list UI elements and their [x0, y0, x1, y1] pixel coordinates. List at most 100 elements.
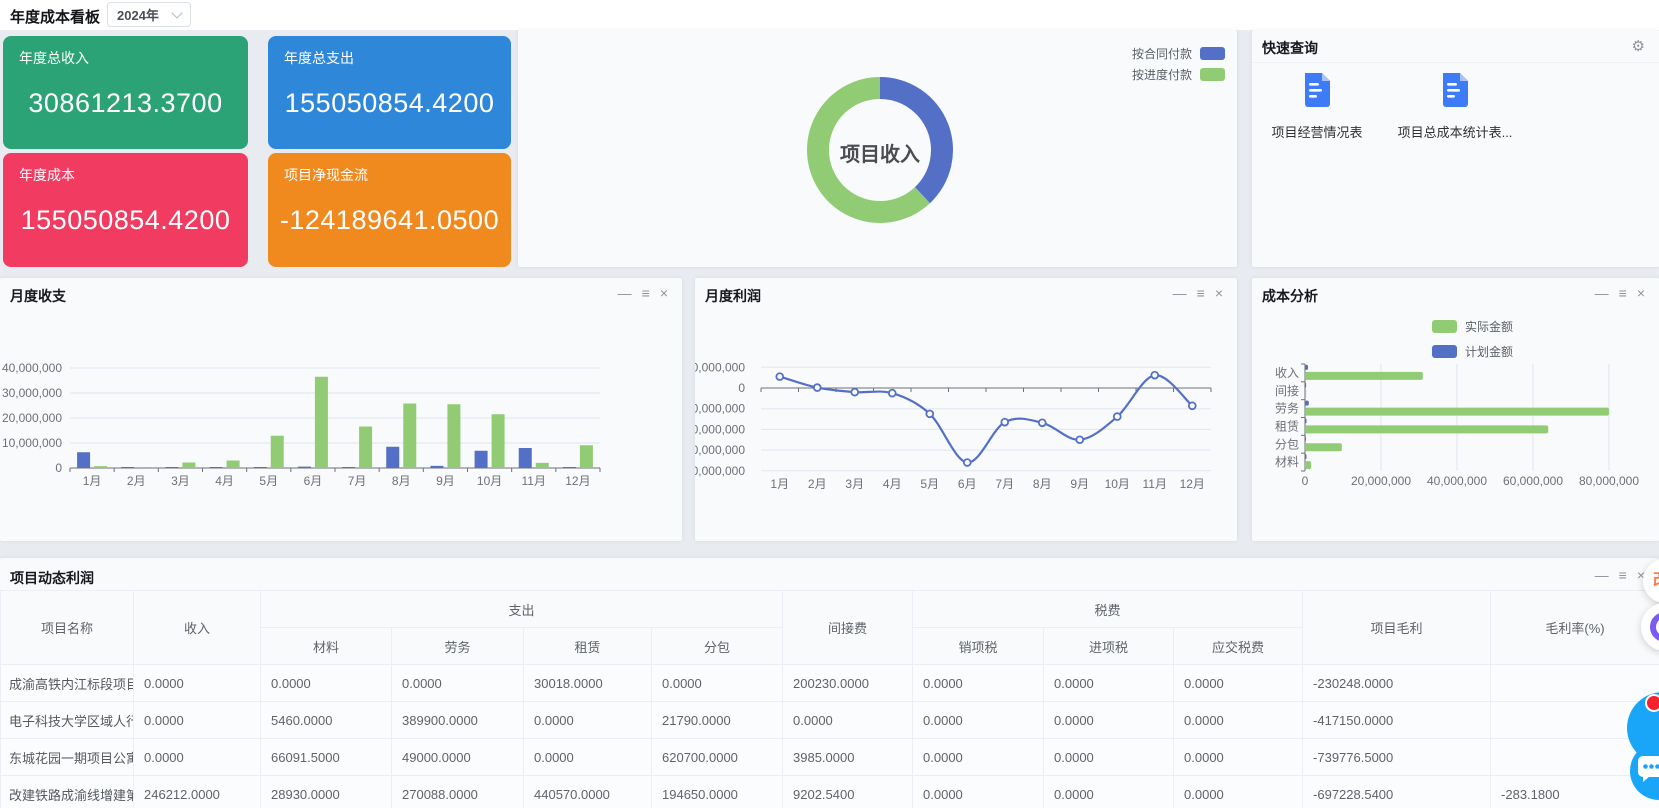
close-icon[interactable]: × [1636, 285, 1645, 301]
bar[interactable] [491, 414, 505, 468]
svg-text:12月: 12月 [565, 474, 590, 488]
income-donut-chart[interactable] [518, 30, 1237, 267]
table-cell: 200230.0000 [782, 664, 914, 702]
bar[interactable] [359, 426, 373, 469]
bar[interactable] [1305, 389, 1307, 398]
monthly-balance-chart[interactable]: 0 10,000,000 20,000,000 30,000,000 40,000,00… [0, 308, 682, 541]
legend-item[interactable]: 按进度付款 [1132, 64, 1225, 85]
quick-query-item-label: 项目经营情况表 [1271, 125, 1363, 140]
data-point[interactable] [1150, 370, 1160, 380]
bar[interactable] [1305, 364, 1309, 370]
bar[interactable] [342, 467, 356, 468]
menu-icon[interactable]: ≡ [1618, 285, 1627, 301]
column-header: 税费 [912, 590, 1304, 628]
legend-item[interactable]: 计划金额 [1432, 339, 1513, 364]
gear-icon[interactable]: ⚙ [1631, 38, 1645, 55]
table-cell: 0.0000 [912, 664, 1045, 702]
bar[interactable] [314, 376, 328, 468]
table-cell: 0.0000 [1173, 701, 1304, 739]
bar[interactable] [226, 460, 240, 469]
svg-text:4月: 4月 [883, 477, 902, 491]
minimize-icon[interactable]: — [1594, 567, 1609, 583]
table-row[interactable]: 电子科技大学区域人行 0.0000 5460.0000 389900.0000 0.00… [0, 701, 1659, 739]
column-header: 项目毛利 [1302, 590, 1492, 665]
kpi-label: 年度总收入 [19, 50, 89, 66]
bar[interactable] [1305, 461, 1312, 470]
panel-controls: — ≡ × [1595, 567, 1645, 583]
donut-slice[interactable] [880, 77, 953, 204]
bar[interactable] [1305, 371, 1423, 380]
column-subheader: 劳务 [391, 627, 524, 665]
legend-swatch [1200, 68, 1225, 81]
close-icon[interactable]: × [1636, 567, 1645, 583]
bar[interactable] [1305, 436, 1306, 442]
minimize-icon[interactable]: — [617, 285, 632, 301]
chat-bubble-icon [1638, 756, 1659, 782]
bar[interactable] [94, 466, 108, 468]
kpi-label: 年度成本 [19, 167, 75, 183]
bar[interactable] [535, 462, 549, 468]
menu-icon[interactable]: ≡ [641, 285, 650, 301]
bar[interactable] [182, 462, 196, 469]
bar[interactable] [1305, 382, 1307, 388]
bar[interactable] [1305, 454, 1307, 460]
monthly-profit-chart[interactable]: 10,000,000 0 -10,000,000 -20,000,000 -30,000… [695, 308, 1237, 541]
close-icon[interactable]: × [659, 285, 668, 301]
data-point[interactable] [962, 458, 972, 467]
bar[interactable] [77, 452, 91, 468]
data-point[interactable] [1037, 418, 1047, 428]
floating-badge[interactable]: 改 [1643, 559, 1659, 603]
legend-label: 实际金额 [1465, 320, 1514, 334]
table-cell: 0.0000 [650, 664, 784, 702]
bar[interactable] [1305, 407, 1609, 416]
bar[interactable] [403, 403, 417, 469]
minimize-icon[interactable]: — [1172, 285, 1187, 301]
close-icon[interactable]: × [1214, 285, 1223, 301]
data-point[interactable] [925, 409, 935, 419]
floating-logo[interactable] [1641, 603, 1659, 651]
table-cell: 东城花园一期项目公寓 [0, 738, 134, 776]
bar[interactable] [209, 467, 223, 468]
legend-item[interactable]: 按合同付款 [1132, 43, 1225, 64]
bar[interactable] [1305, 400, 1309, 406]
bar[interactable] [386, 446, 400, 468]
bar[interactable] [297, 466, 311, 468]
bar[interactable] [447, 404, 461, 468]
data-point[interactable] [1112, 412, 1122, 421]
data-point[interactable] [1075, 435, 1085, 445]
bar[interactable] [579, 445, 593, 468]
data-point[interactable] [1187, 401, 1197, 411]
data-point[interactable] [850, 387, 860, 397]
minimize-icon[interactable]: — [1594, 285, 1609, 301]
bar[interactable] [121, 467, 135, 468]
bar[interactable] [518, 448, 532, 468]
bar[interactable] [562, 467, 576, 468]
data-point[interactable] [1000, 417, 1010, 427]
bar[interactable] [270, 435, 284, 468]
table-row[interactable]: 改建铁路成渝线增建第 246212.0000 28930.0000 270088.00… [0, 775, 1659, 808]
menu-icon[interactable]: ≡ [1618, 567, 1627, 583]
svg-text:1月: 1月 [83, 474, 102, 488]
table-row[interactable]: 东城花园一期项目公寓 0.0000 66091.5000 49000.0000 0.00… [0, 738, 1659, 776]
data-point[interactable] [887, 388, 897, 398]
legend-item[interactable]: 实际金额 [1432, 314, 1513, 339]
bar[interactable] [430, 465, 444, 468]
bar[interactable] [1305, 425, 1549, 434]
quick-query-item[interactable]: 项目总成本统计表... [1395, 72, 1515, 141]
table-row[interactable]: 成渝高铁内江标段项目 0.0000 0.0000 0.0000 30018.0000 0.… [0, 664, 1659, 702]
data-point[interactable] [775, 372, 785, 381]
svg-text:8月: 8月 [392, 474, 411, 488]
bar[interactable] [138, 467, 152, 468]
column-subheader: 进项税 [1043, 627, 1175, 665]
year-select[interactable]: 2024年 [107, 2, 191, 27]
menu-icon[interactable]: ≡ [1196, 285, 1205, 301]
donut-slice[interactable] [806, 77, 930, 223]
bar[interactable] [1305, 443, 1342, 452]
bar[interactable] [165, 467, 179, 468]
quick-query-item[interactable]: 项目经营情况表 [1257, 72, 1377, 141]
bar[interactable] [253, 467, 267, 468]
cost-analysis-chart[interactable]: 0 20,000,000 40,000,000 60,000,000 80,000,00… [1252, 308, 1659, 541]
data-point[interactable] [812, 383, 822, 392]
bar[interactable] [1305, 418, 1307, 424]
bar[interactable] [474, 450, 488, 468]
